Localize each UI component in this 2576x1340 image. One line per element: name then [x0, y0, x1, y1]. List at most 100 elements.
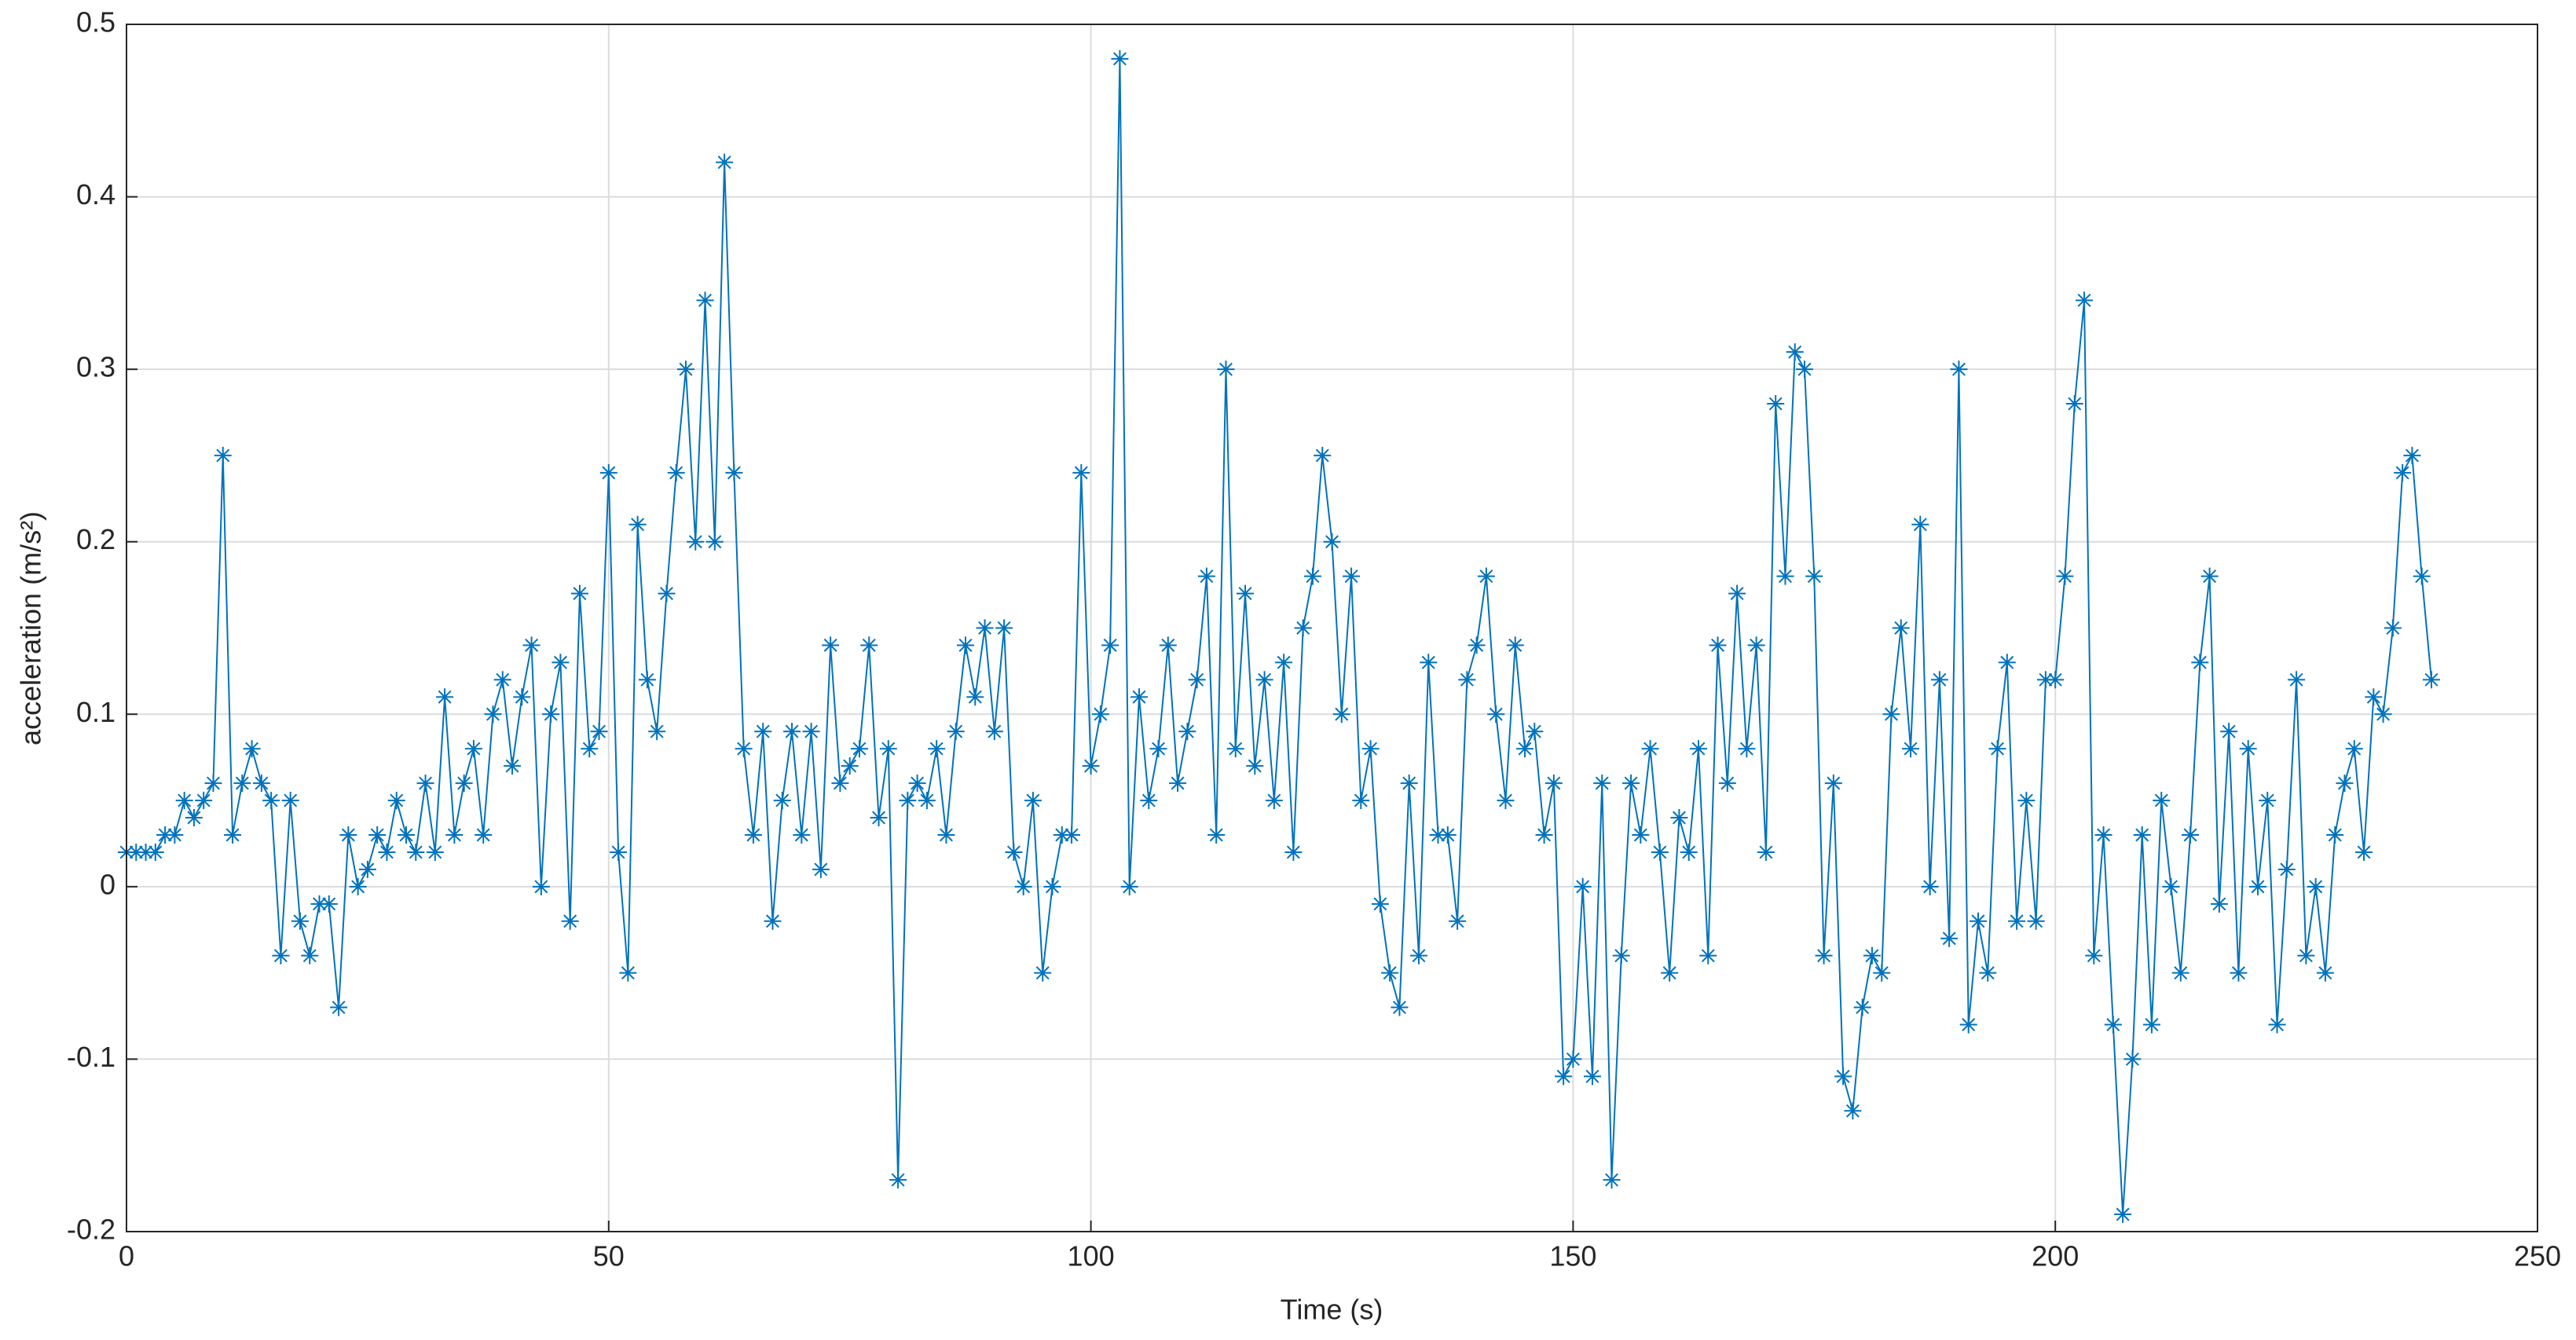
data-marker [1670, 809, 1688, 827]
data-marker [1120, 877, 1138, 895]
data-marker [281, 792, 299, 810]
data-marker [358, 860, 376, 878]
data-marker [899, 792, 917, 810]
data-marker [1169, 774, 1187, 793]
data-marker [2394, 463, 2412, 481]
data-marker [1834, 1067, 1852, 1086]
data-marker [2191, 654, 2209, 672]
data-marker [464, 740, 482, 758]
data-marker [1699, 946, 1717, 965]
data-marker [426, 843, 444, 861]
data-marker [1391, 998, 1409, 1016]
data-marker [1063, 826, 1081, 844]
data-marker [744, 826, 762, 844]
data-marker [1111, 49, 1129, 68]
data-marker [2288, 671, 2306, 689]
x-tick-label: 150 [1549, 1240, 1596, 1272]
data-marker [301, 946, 319, 965]
data-marker [1409, 946, 1427, 965]
data-marker [513, 688, 531, 706]
data-marker [1072, 463, 1090, 481]
data-marker [812, 860, 830, 878]
data-marker [436, 688, 454, 706]
data-marker [1603, 1171, 1621, 1189]
data-marker [889, 1171, 907, 1189]
data-marker [262, 792, 280, 810]
data-marker [1265, 792, 1283, 810]
data-marker [127, 843, 145, 861]
data-marker [224, 826, 242, 844]
data-marker [1824, 774, 1842, 793]
data-marker [1526, 723, 1544, 741]
data-marker [667, 463, 685, 481]
data-marker [551, 654, 570, 672]
y-tick-label: 0 [100, 868, 115, 900]
axes-box [126, 24, 2538, 1232]
data-marker [2123, 1050, 2142, 1068]
data-marker [1207, 826, 1226, 844]
data-marker [310, 895, 328, 913]
data-marker [2162, 877, 2180, 895]
data-marker [957, 636, 975, 654]
data-marker [2297, 946, 2315, 965]
data-marker [1420, 654, 1438, 672]
data-marker [581, 740, 599, 758]
data-marker [2239, 740, 2257, 758]
data-marker [1275, 654, 1293, 672]
data-marker [1343, 567, 1361, 585]
data-marker [2114, 1206, 2132, 1224]
data-marker [1468, 636, 1486, 654]
data-marker [2422, 671, 2440, 689]
data-marker [2374, 705, 2392, 723]
x-tick-label: 100 [1068, 1240, 1115, 1272]
data-marker [2027, 912, 2045, 930]
data-marker [610, 843, 628, 861]
data-marker [2277, 860, 2296, 878]
data-marker [985, 723, 1003, 741]
data-marker [2094, 826, 2112, 844]
data-marker [1979, 964, 1997, 982]
data-marker [1091, 705, 1109, 723]
data-marker [1024, 792, 1042, 810]
data-marker [831, 774, 849, 793]
data-marker [2307, 877, 2325, 895]
data-marker [1738, 740, 1756, 758]
data-marker [407, 843, 425, 861]
data-marker [1641, 740, 1659, 758]
data-marker [1959, 1016, 1977, 1034]
data-marker [773, 792, 791, 810]
data-marker [1477, 567, 1495, 585]
data-marker [599, 463, 617, 481]
data-marker [1149, 740, 1167, 758]
data-marker [1709, 636, 1727, 654]
data-marker [166, 826, 184, 844]
data-marker [2171, 964, 2189, 982]
data-marker [687, 533, 705, 551]
y-tick-label: 0.1 [76, 696, 115, 728]
data-marker [1632, 826, 1650, 844]
data-marker [2104, 1016, 2122, 1034]
data-marker [1294, 619, 1312, 637]
data-marker [2008, 912, 2026, 930]
data-marker [445, 826, 464, 844]
data-marker [638, 671, 656, 689]
data-marker [696, 291, 714, 309]
y-tick-label: 0.2 [76, 523, 115, 555]
data-marker [1612, 946, 1630, 965]
data-marker [1882, 705, 1900, 723]
data-marker [1506, 636, 1524, 654]
data-marker [398, 826, 416, 844]
data-marker [475, 826, 493, 844]
data-marker [1555, 1067, 1573, 1086]
data-marker [1786, 343, 1804, 361]
y-axis-label: acceleration (m/s²) [15, 511, 47, 745]
data-marker [1082, 757, 1100, 775]
data-marker [493, 671, 511, 689]
data-marker [291, 912, 309, 930]
data-marker [204, 774, 222, 793]
data-marker [1178, 723, 1196, 741]
data-marker [1101, 636, 1119, 654]
data-marker [1757, 843, 1775, 861]
